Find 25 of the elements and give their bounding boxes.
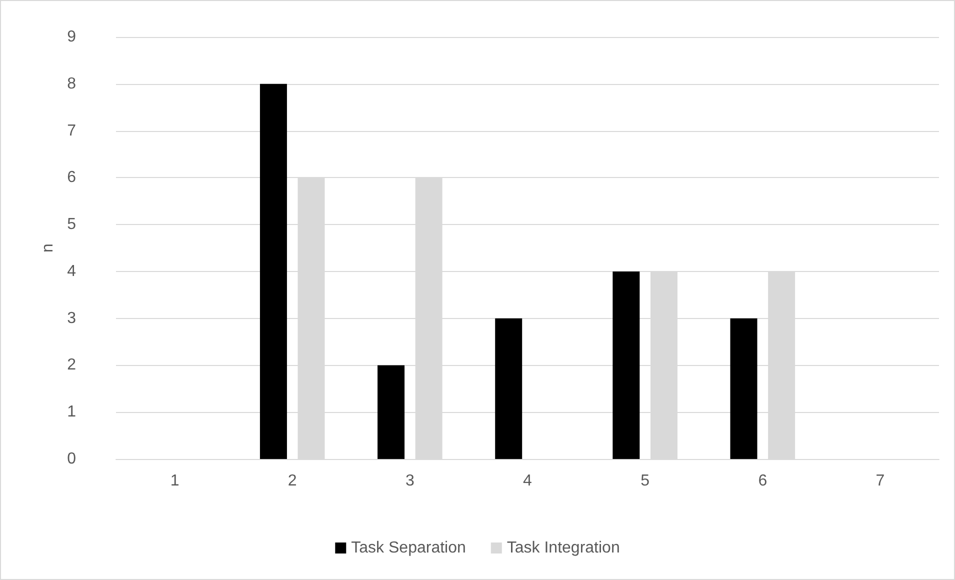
x-tick-label: 7: [876, 472, 885, 490]
legend-label: Task Integration: [506, 540, 620, 556]
y-tick-label: 1: [67, 404, 76, 421]
y-tick-label: 6: [67, 169, 76, 186]
y-tick-label: 7: [67, 122, 76, 140]
bar: [495, 318, 522, 459]
y-tick-label: 0: [67, 450, 76, 468]
x-tick-label: 2: [288, 472, 297, 490]
y-tick-label: 3: [67, 310, 76, 327]
bar: [378, 365, 405, 459]
bar: [730, 318, 758, 459]
y-tick-label: 5: [67, 216, 76, 234]
y-tick-label: 8: [67, 75, 76, 92]
bar: [260, 84, 287, 459]
x-tick-label: 4: [523, 472, 532, 490]
bar: [612, 271, 640, 459]
x-tick-label: 1: [170, 472, 180, 490]
x-tick-label: 6: [758, 472, 768, 490]
x-tick-label: 3: [405, 472, 414, 490]
x-tick-label: 5: [640, 472, 650, 490]
y-tick-label: 4: [67, 262, 76, 280]
y-axis-title: n: [40, 244, 57, 252]
y-tick-label: 2: [67, 356, 76, 374]
y-tick-label: 9: [67, 28, 76, 46]
legend-label: Task Separation: [351, 540, 466, 556]
